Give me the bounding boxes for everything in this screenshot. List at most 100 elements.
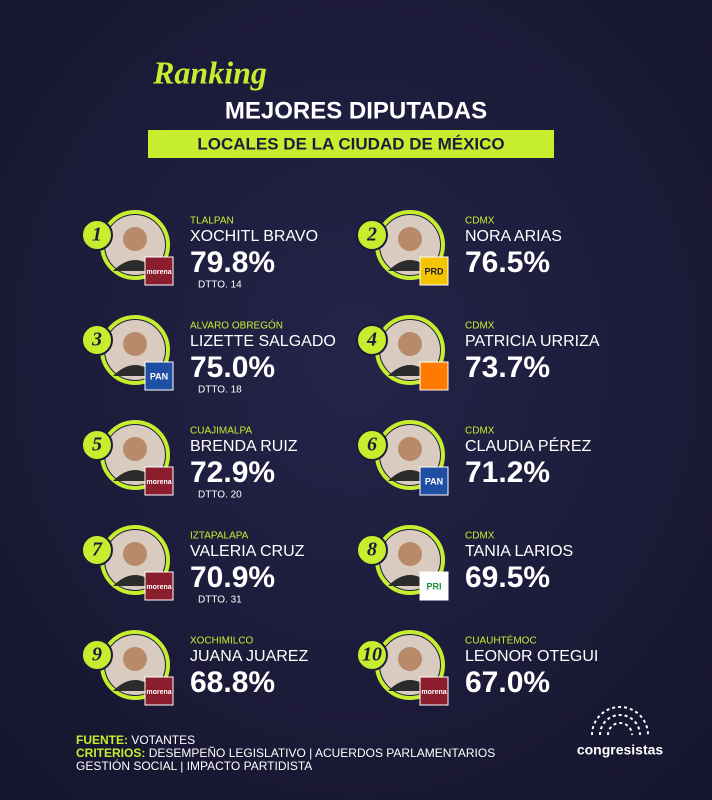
location: CUAUHTÉMOC <box>465 634 537 647</box>
rank-badge <box>81 534 113 566</box>
rank: 5 <box>92 434 102 456</box>
source: FUENTE: VOTANTES <box>76 733 195 747</box>
brand-logo <box>591 706 649 736</box>
party-logo <box>144 676 174 706</box>
title: MEJORES DIPUTADAS <box>225 97 487 124</box>
name: LEONOR OTEGUI <box>465 648 598 665</box>
photo-face <box>398 647 422 671</box>
criteria-label: CRITERIOS: <box>76 746 145 760</box>
criteria: CRITERIOS: DESEMPEÑO LEGISLATIVO | ACUER… <box>76 746 495 760</box>
photo-face <box>398 227 422 251</box>
location: ALVARO OBREGÓN <box>190 319 283 332</box>
percent: 73.7% <box>465 351 550 384</box>
party-label: morena <box>146 269 171 276</box>
party-label: morena <box>146 689 171 696</box>
rank-badge <box>81 324 113 356</box>
rank-badge <box>356 219 388 251</box>
rank: 8 <box>367 539 377 561</box>
photo-face <box>123 227 147 251</box>
name: CLAUDIA PÉREZ <box>465 436 591 455</box>
rank: 3 <box>91 329 102 351</box>
party-logo <box>419 361 449 391</box>
party-logo <box>144 256 174 286</box>
party-logo <box>144 571 174 601</box>
name: LIZETTE SALGADO <box>190 333 336 350</box>
party-label: PAN <box>150 371 168 381</box>
name: VALERIA CRUZ <box>190 543 305 560</box>
location: CDMX <box>465 216 495 227</box>
district: DTTO. 31 <box>198 595 242 606</box>
rank: 2 <box>366 224 377 246</box>
party-label: PRD <box>424 266 444 276</box>
rank-badge <box>356 429 388 461</box>
rank: 9 <box>92 644 102 666</box>
rank-badge <box>81 429 113 461</box>
photo-face <box>398 542 422 566</box>
photo-face <box>398 437 422 461</box>
percent: 76.5% <box>465 246 550 279</box>
rank-badge <box>356 639 388 671</box>
criteria-continued: GESTIÓN SOCIAL | IMPACTO PARTIDISTA <box>76 758 312 773</box>
rank: 6 <box>367 434 377 456</box>
photo-face <box>123 332 147 356</box>
percent: 69.5% <box>465 561 550 594</box>
party-label: morena <box>421 689 446 696</box>
percent: 67.0% <box>465 666 550 699</box>
name: XOCHITL BRAVO <box>190 228 318 245</box>
location: CDMX <box>465 321 495 332</box>
party-logo <box>419 676 449 706</box>
brand: congresistas <box>577 742 664 758</box>
party-logo <box>419 256 449 286</box>
party-logo <box>419 571 449 601</box>
percent: 79.8% <box>190 246 275 279</box>
name: TANIA LARIOS <box>465 543 573 560</box>
rank: 10 <box>362 644 382 666</box>
party-label: PAN <box>425 476 443 486</box>
subtitle: LOCALES DE LA CIUDAD DE MÉXICO <box>197 134 504 153</box>
location: IZTAPALAPA <box>190 531 249 542</box>
location: CDMX <box>465 426 495 437</box>
photo-face <box>123 542 147 566</box>
district: DTTO. 14 <box>198 280 242 291</box>
rank: 7 <box>92 539 103 561</box>
district: DTTO. 18 <box>198 385 242 396</box>
photo-face <box>123 437 147 461</box>
party-label: morena <box>146 584 171 591</box>
name: PATRICIA URRIZA <box>465 333 600 350</box>
percent: 71.2% <box>465 456 550 489</box>
rank-badge <box>356 324 388 356</box>
rank-badge <box>81 639 113 671</box>
rank-badge <box>356 534 388 566</box>
location: CDMX <box>465 531 495 542</box>
rank: 1 <box>92 224 102 246</box>
criteria-value: DESEMPEÑO LEGISLATIVO | ACUERDOS PARLAME… <box>149 746 496 760</box>
percent: 75.0% <box>190 351 275 384</box>
name: JUANA JUAREZ <box>190 648 308 665</box>
source-value: VOTANTES <box>131 733 195 747</box>
percent: 72.9% <box>190 456 275 489</box>
percent: 70.9% <box>190 561 275 594</box>
district: DTTO. 20 <box>198 490 242 501</box>
party-label: PRI <box>426 581 441 591</box>
subtitle-band <box>148 130 554 158</box>
kicker: Ranking <box>152 54 267 90</box>
location: XOCHIMILCO <box>190 636 254 647</box>
photo-face <box>123 647 147 671</box>
party-logo <box>419 466 449 496</box>
party-label: morena <box>146 479 171 486</box>
photo-face <box>398 332 422 356</box>
percent: 68.8% <box>190 666 275 699</box>
party-logo <box>144 466 174 496</box>
name: NORA ARIAS <box>465 228 562 245</box>
